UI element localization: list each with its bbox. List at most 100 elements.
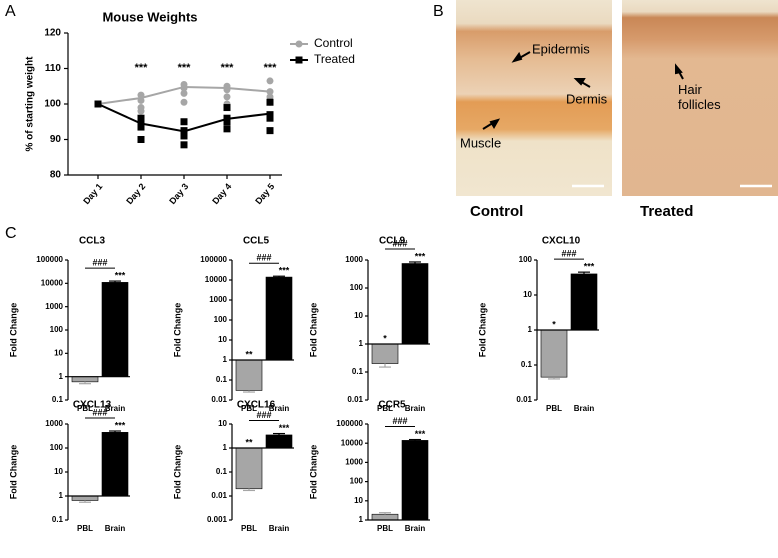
y-tick-label: 10 [54, 348, 63, 357]
x-tick-label: Brain [574, 404, 595, 413]
significance-label: * [552, 319, 556, 329]
significance-label: *** [115, 420, 126, 430]
y-tick-label: 0.01 [347, 395, 363, 404]
data-point [137, 114, 145, 122]
legend-label: Control [314, 36, 353, 50]
data-point [180, 98, 188, 106]
chart-title: CCL5 [243, 236, 270, 247]
data-point [223, 86, 231, 94]
bar [101, 432, 129, 497]
y-tick-label: 100 [214, 315, 228, 324]
data-point [137, 96, 145, 104]
y-tick-label: 90 [50, 134, 62, 145]
comparison-label: ### [92, 407, 107, 417]
bar [71, 495, 99, 501]
y-tick-label: 0.1 [52, 395, 64, 404]
y-tick-label: 10 [218, 419, 227, 428]
comparison-label: ### [392, 416, 407, 426]
data-point [180, 127, 188, 135]
x-tick-label: Brain [269, 404, 290, 413]
y-tick-label: 10 [354, 496, 363, 505]
x-tick-label: Brain [269, 524, 290, 533]
x-tick-label: Day 2 [124, 181, 147, 206]
y-tick-label: 10 [523, 290, 532, 299]
x-tick-label: PBL [241, 404, 257, 413]
data-point [266, 93, 274, 101]
chart-title: Mouse Weights [102, 9, 197, 24]
micrograph-label-box: Hair follicles [678, 82, 721, 112]
y-tick-label: 1 [223, 355, 228, 364]
y-tick-label: 1000 [345, 255, 363, 264]
y-tick-label: 0.01 [516, 395, 532, 404]
y-tick-label: 1 [59, 372, 64, 381]
micrograph-label: Epidermis [532, 41, 590, 56]
y-tick-label: 100 [519, 255, 533, 264]
x-tick-label: Day 5 [253, 181, 276, 206]
y-axis-label: % of starting weight [25, 56, 36, 152]
data-point [266, 88, 274, 96]
x-tick-label: Brain [105, 404, 126, 413]
bar [235, 359, 263, 391]
significance-label: *** [221, 62, 235, 74]
bar [71, 376, 99, 383]
y-axis-label: Fold Change [308, 303, 318, 358]
x-tick-label: Day 4 [210, 181, 233, 206]
data-point [180, 84, 188, 92]
bar [401, 263, 429, 345]
y-tick-label: 80 [50, 170, 62, 181]
legend-marker [295, 40, 303, 48]
data-point [180, 132, 188, 140]
y-tick-label: 0.1 [52, 515, 64, 524]
micrograph-label: Dermis [566, 91, 608, 106]
y-tick-label: 100000 [200, 255, 227, 264]
y-tick-label: 10 [54, 467, 63, 476]
y-tick-label: 10 [354, 311, 363, 320]
bar [265, 434, 293, 449]
y-tick-label: 100000 [336, 419, 363, 428]
y-tick-label: 0.1 [216, 375, 228, 384]
y-tick-label: 1 [223, 443, 228, 452]
data-point [180, 141, 188, 149]
y-tick-label: 100 [350, 283, 364, 292]
y-tick-label: 100 [44, 99, 61, 110]
significance-label: *** [135, 62, 149, 74]
x-tick-label: PBL [241, 524, 257, 533]
bar [235, 447, 263, 490]
comparison-label: ### [92, 257, 107, 267]
comparison-label: ### [256, 410, 271, 420]
y-axis-label: Fold Change [477, 303, 487, 358]
data-point [266, 98, 274, 106]
y-tick-label: 0.1 [521, 360, 533, 369]
y-tick-label: 10 [218, 335, 227, 344]
data-point [223, 114, 231, 122]
y-axis-label: Fold Change [172, 303, 182, 358]
y-tick-label: 1 [359, 515, 364, 524]
y-axis-label: Fold Change [8, 303, 18, 358]
y-tick-label: 10000 [41, 278, 64, 287]
data-point [266, 114, 274, 122]
bar [401, 440, 429, 521]
significance-label: *** [415, 251, 426, 261]
bar [101, 282, 129, 377]
legend-label: Treated [314, 52, 355, 66]
chart-title: CXCL16 [237, 400, 276, 411]
x-tick-label: PBL [77, 524, 93, 533]
comparison-label: ### [256, 253, 271, 263]
micrograph-caption: Treated [640, 203, 693, 220]
x-tick-label: PBL [377, 524, 393, 533]
x-tick-label: Brain [405, 404, 426, 413]
x-tick-label: PBL [377, 404, 393, 413]
bar [371, 343, 399, 364]
significance-label: ** [245, 437, 253, 447]
y-tick-label: 1 [59, 491, 64, 500]
x-tick-label: PBL [546, 404, 562, 413]
significance-label: *** [415, 429, 426, 439]
data-point [180, 89, 188, 97]
micrograph-label: Muscle [460, 135, 501, 150]
significance-label: *** [279, 266, 290, 276]
data-point [137, 120, 145, 128]
y-tick-label: 1 [359, 339, 364, 348]
y-tick-label: 0.1 [216, 467, 228, 476]
significance-label: *** [178, 62, 192, 74]
x-tick-label: Day 1 [81, 181, 104, 206]
